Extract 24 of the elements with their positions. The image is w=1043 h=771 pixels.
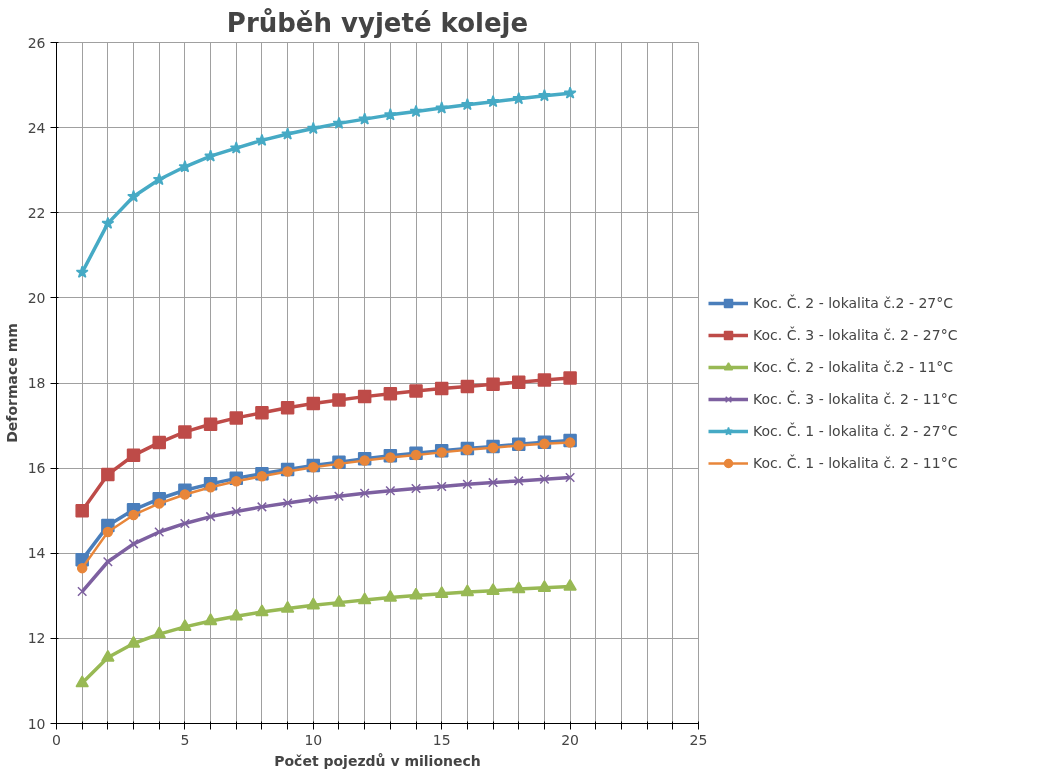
x-tick-label: 10 [304, 731, 323, 748]
chart-title: Průběh vyjeté koleje [226, 7, 529, 38]
legend-label: Koc. Č. 1 - lokalita č. 2 - 11°C [753, 455, 958, 471]
legend-label: Koc. Č. 3 - lokalita č. 2 - 11°C [753, 391, 958, 407]
x-tick-label: 5 [180, 731, 190, 748]
y-tick-label: 20 [27, 289, 46, 306]
x-axis-title: Počet pojezdů v milionech [274, 752, 481, 769]
legend-label: Koc. Č. 2 - lokalita č.2 - 27°C [753, 295, 953, 311]
y-tick-label: 24 [27, 119, 46, 136]
y-tick-label: 10 [27, 715, 46, 732]
y-tick-label: 26 [27, 34, 46, 51]
legend-label: Koc. Č. 3 - lokalita č. 2 - 27°C [753, 327, 958, 343]
y-tick-label: 18 [27, 375, 46, 391]
x-tick-label: 15 [432, 731, 451, 748]
y-tick-label: 14 [27, 545, 46, 562]
legend-label: Koc. Č. 1 - lokalita č. 2 - 27°C [753, 423, 958, 439]
x-tick-label: 25 [689, 731, 708, 748]
y-tick-label: 12 [27, 630, 46, 647]
x-tick-label: 20 [561, 731, 580, 748]
y-tick-label: 16 [27, 460, 46, 477]
y-axis-title: Deformace mm [3, 323, 20, 443]
y-tick-label: 22 [27, 204, 46, 221]
legend-label: Koc. Č. 2 - lokalita č.2 - 11°C [753, 359, 953, 375]
x-tick-label: 0 [52, 731, 61, 748]
